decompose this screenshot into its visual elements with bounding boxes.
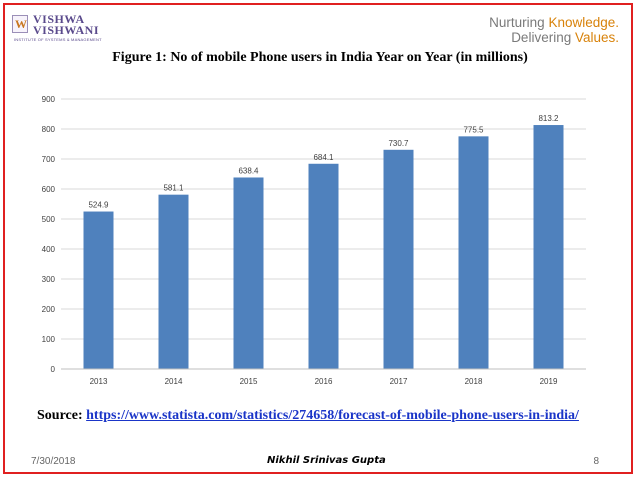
- y-tick-label: 200: [42, 305, 56, 314]
- bar: [308, 163, 339, 369]
- tagline-text-2: Delivering: [511, 30, 575, 45]
- data-label: 775.5: [463, 125, 484, 134]
- footer-author: Nikhil Srinivas Gupta: [267, 455, 386, 466]
- data-label: 730.7: [388, 139, 409, 148]
- x-tick-label: 2017: [390, 377, 408, 386]
- page-number: 8: [593, 456, 599, 467]
- source-line: Source: https://www.statista.com/statist…: [37, 408, 579, 424]
- y-tick-label: 900: [42, 95, 56, 104]
- x-tick-label: 2019: [540, 377, 558, 386]
- tagline-accent-2: Values.: [574, 30, 619, 45]
- bar: [83, 211, 114, 369]
- vishwa-vishwani-logo-icon: W: [12, 15, 28, 33]
- logo-subtitle: INSTITUTE OF SYSTEMS & MANAGEMENT: [14, 37, 102, 42]
- bar: [383, 149, 414, 369]
- logo-line1: VISHWA: [33, 12, 85, 26]
- y-tick-label: 600: [42, 185, 56, 194]
- bar-chart: 0 100 200 300 400 500 600 700 800 900 524.9 2013 581…: [42, 95, 586, 386]
- y-tick-label: 100: [42, 335, 56, 344]
- slide-frame: W VISHWA VISHWANI INSTITUTE OF SYSTEMS &…: [3, 3, 633, 474]
- x-tick-label: 2014: [165, 377, 183, 386]
- x-tick-label: 2013: [90, 377, 108, 386]
- source-label: Source:: [37, 408, 87, 423]
- data-label: 638.4: [238, 166, 259, 175]
- source-link[interactable]: https://www.statista.com/statistics/2746…: [86, 408, 579, 423]
- x-tick-label: 2015: [240, 377, 258, 386]
- y-tick-label: 0: [51, 365, 56, 374]
- logo-wordmark: VISHWA VISHWANI: [33, 12, 100, 37]
- tagline-accent-1: Knowledge.: [548, 15, 619, 30]
- logo-line2: VISHWANI: [33, 23, 100, 37]
- data-label: 581.1: [163, 184, 184, 193]
- bar: [533, 125, 564, 369]
- x-tick-label: 2018: [465, 377, 483, 386]
- bar: [458, 136, 489, 369]
- y-tick-label: 400: [42, 245, 56, 254]
- figure-title: Figure 1: No of mobile Phone users in In…: [112, 50, 528, 65]
- y-tick-label: 500: [42, 215, 56, 224]
- data-label: 524.9: [88, 201, 109, 210]
- data-label: 684.1: [313, 153, 334, 162]
- tagline: Nurturing Knowledge. Delivering Values.: [489, 15, 619, 45]
- y-tick-label: 800: [42, 125, 56, 134]
- data-label: 813.2: [538, 114, 559, 123]
- bar: [233, 177, 264, 369]
- bar: [158, 194, 189, 369]
- footer-date: 7/30/2018: [31, 456, 76, 467]
- y-tick-label: 300: [42, 275, 56, 284]
- y-tick-label: 700: [42, 155, 56, 164]
- x-tick-label: 2016: [315, 377, 333, 386]
- tagline-text-1: Nurturing: [489, 15, 549, 30]
